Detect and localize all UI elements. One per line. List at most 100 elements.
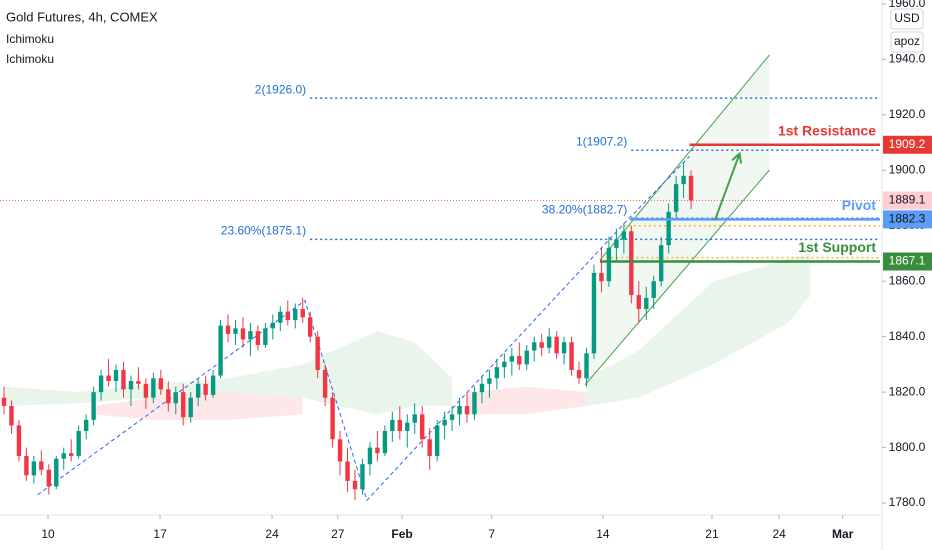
candle-body <box>315 336 320 370</box>
candle-body <box>651 281 656 298</box>
candle-body <box>352 480 358 490</box>
price-box-label: 1867.1 <box>889 254 926 268</box>
candle-body <box>158 378 164 390</box>
ichimoku-cloud <box>467 386 587 415</box>
x-tick-label: 27 <box>331 527 345 541</box>
x-tick-label: Feb <box>391 527 412 541</box>
candle-body <box>121 369 126 390</box>
candle-body <box>360 464 365 490</box>
y-tick-label: 1820.0 <box>889 384 926 398</box>
scale-button[interactable] <box>890 31 924 53</box>
x-tick-label: 24 <box>265 527 279 541</box>
candle-body <box>591 272 597 354</box>
candle-body <box>494 367 500 379</box>
candle-body <box>472 392 477 415</box>
candle-body <box>166 389 171 404</box>
candle-body <box>554 336 559 354</box>
zigzag <box>37 156 690 502</box>
arrow <box>714 153 741 221</box>
candle-body <box>210 375 216 395</box>
candle-body <box>173 392 178 404</box>
y-tick-label: 1840.0 <box>889 329 926 343</box>
candle-body <box>188 397 193 418</box>
chart-title: Gold Futures, 4h, COMEX <box>6 9 158 24</box>
candle-body <box>69 453 74 456</box>
indicator-label: Ichimoku <box>6 32 54 46</box>
y-tick-label: 1940.0 <box>889 52 926 66</box>
candle-body <box>390 419 395 431</box>
price-box-label: 1889.1 <box>889 193 926 207</box>
candle-body <box>76 430 81 456</box>
candle-body <box>509 356 515 362</box>
candle-body <box>322 369 328 398</box>
candle-body <box>98 375 104 393</box>
level-label: Pivot <box>842 197 877 213</box>
ichimoku-cloud <box>3 331 453 415</box>
candle-body <box>128 381 134 390</box>
price-box <box>883 135 932 154</box>
candle-body <box>584 353 589 379</box>
currency[interactable]: USD <box>894 11 920 25</box>
candle-body <box>31 461 37 476</box>
channel-line <box>599 54 770 261</box>
candle-body <box>195 383 201 398</box>
candle-body <box>136 381 141 384</box>
fib-label: 38.20%(1882.7) <box>542 202 627 216</box>
price-box-label: 1909.2 <box>889 137 926 151</box>
price-box <box>883 210 932 229</box>
arrow-head <box>731 151 743 164</box>
fib-label: 2(1926.0) <box>255 82 306 96</box>
candle-body <box>666 211 671 246</box>
candle-body <box>83 419 89 431</box>
level-label: 1st Resistance <box>778 122 876 138</box>
candle-body <box>263 328 268 345</box>
candle-body <box>658 245 664 282</box>
candle-body <box>151 378 156 398</box>
candle-body <box>614 239 619 248</box>
candle-body <box>113 369 119 382</box>
candle-body <box>636 295 641 309</box>
y-tick-label: 1920.0 <box>889 107 926 121</box>
candle-body <box>673 184 679 212</box>
fib-label: 23.60%(1875.1) <box>221 224 306 238</box>
candle-body <box>688 175 694 201</box>
level-label: 1st Support <box>798 239 876 255</box>
candle-body <box>449 414 455 420</box>
candle-body <box>420 414 425 440</box>
candle-body <box>561 342 567 354</box>
scale-label[interactable]: apoz <box>894 34 920 48</box>
candle-body <box>218 325 223 376</box>
price-box-label: 1882.3 <box>889 212 926 226</box>
price-box <box>883 191 932 210</box>
candle-body <box>255 331 261 345</box>
candle-body <box>181 392 186 418</box>
x-tick-label: 24 <box>773 527 787 541</box>
candle-body <box>225 325 231 334</box>
candle-body <box>270 322 276 329</box>
candle-body <box>524 350 529 365</box>
candle-body <box>569 342 574 370</box>
candle-body <box>240 328 246 340</box>
ichimoku-cloud <box>586 253 811 407</box>
x-tick-label: 14 <box>596 527 610 541</box>
plot-area: 2(1926.0) 1(1907.2) 38.20%(1882.7) 23.60%(1… <box>0 54 880 502</box>
candle-body <box>54 458 59 487</box>
candle-body <box>375 447 380 454</box>
candle-body <box>367 447 373 465</box>
y-tick-label: 1860.0 <box>889 273 926 287</box>
candle-body <box>61 453 66 459</box>
currency-button[interactable] <box>890 8 924 30</box>
candle-body <box>434 425 440 456</box>
candle-body <box>278 311 283 323</box>
candle-body <box>24 455 29 476</box>
candle-body <box>285 311 290 321</box>
candle-body <box>629 231 634 296</box>
candle-body <box>502 361 507 368</box>
fib-label: 1(1907.2) <box>576 134 627 148</box>
candle-body <box>16 425 22 456</box>
candle-body <box>599 272 604 282</box>
x-tick-label: 10 <box>41 527 55 541</box>
x-tick-label: 17 <box>153 527 167 541</box>
